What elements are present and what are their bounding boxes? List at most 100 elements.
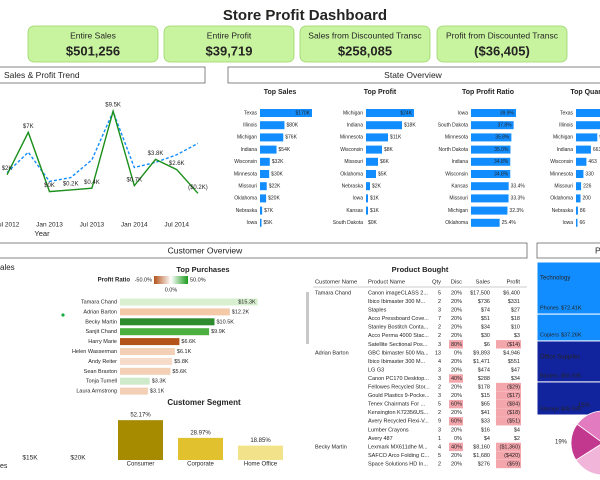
table-cell: $9,893: [473, 350, 490, 356]
category-label: Sean Braxton: [84, 369, 117, 375]
treemap-cell: [536, 381, 600, 416]
table-cell: $3: [514, 333, 520, 339]
data-label: $10.5K: [217, 319, 235, 325]
table-cell: $8,160: [473, 444, 490, 450]
table-cell: ($29): [507, 385, 520, 391]
category-label: Michigan: [448, 208, 468, 214]
chart-title: Customer Segment: [167, 398, 241, 407]
section-box: [0, 66, 206, 84]
category-label: Wisconsin: [234, 159, 257, 165]
category-label: Tamara Chand: [81, 299, 117, 305]
table-cell: 5: [438, 290, 441, 296]
data-label: 19%: [555, 439, 568, 445]
data-label: 663: [593, 147, 600, 153]
category-label: North Dakota: [439, 147, 469, 153]
kpi-label: Profit from Discounted Transc: [446, 30, 559, 40]
bar: [576, 194, 581, 203]
table-cell: Ibico Ibimaster 300 M...: [368, 359, 426, 365]
bar: [120, 298, 258, 306]
data-label: 330: [585, 171, 594, 177]
data-label: $0K: [368, 220, 378, 226]
category-label: Adrian Barton: [83, 309, 117, 315]
table-cell: $1,471: [473, 359, 490, 365]
table-cell: $276: [478, 461, 490, 467]
cell-highlight: [496, 399, 521, 409]
bar: [366, 170, 376, 178]
treemap-value: $37.26K: [561, 332, 582, 338]
category-label: Indiana: [241, 147, 258, 153]
table-header: Qty: [432, 280, 441, 286]
scrollbar[interactable]: [306, 292, 309, 344]
x-tick-label: Jul 2014: [164, 222, 189, 229]
category-label: Texas: [244, 110, 258, 116]
data-label: $32K: [272, 159, 284, 165]
table-cell: $4,946: [503, 350, 520, 356]
data-label: 86: [580, 208, 586, 214]
data-label: $3.1K: [150, 389, 165, 395]
table-cell: GBC Ibimaster 500 Ma...: [368, 350, 429, 356]
table-cell: 7: [438, 316, 441, 322]
table-header: Product Name: [368, 280, 405, 286]
data-label: $30K: [271, 171, 283, 177]
kpi-label: Sales from Discounted Transc: [308, 30, 422, 40]
category-label: Indiana: [347, 123, 364, 129]
kpi-card: [163, 25, 295, 63]
table-cell: $736: [478, 299, 490, 305]
table-cell: 4: [438, 444, 441, 450]
table-cell: 20%: [451, 290, 462, 296]
data-label: $12.2K: [232, 309, 250, 315]
bar: [576, 157, 587, 166]
treemap-label: Copiers: [540, 332, 559, 338]
treemap-label: Phones: [540, 306, 559, 312]
bar: [366, 157, 378, 166]
table-cell: 20%: [451, 410, 462, 416]
table-cell: 20%: [451, 316, 462, 322]
data-label: $2.6K: [169, 161, 185, 167]
category-label: Illinois: [559, 123, 573, 129]
data-label: $5K: [264, 220, 274, 226]
category-label: Missouri: [449, 196, 468, 202]
category-label: Michigan: [343, 110, 363, 116]
table-cell: 2: [438, 461, 441, 467]
table-cell: 2: [438, 299, 441, 305]
data-label: $22K: [269, 184, 281, 190]
table-cell: $34: [481, 325, 490, 331]
data-label: 35.0%: [494, 147, 509, 153]
category-label: Harry Marie: [88, 339, 117, 345]
legend-label: 0.0%: [165, 287, 178, 293]
bar: [471, 157, 511, 166]
table-cell: $4: [484, 436, 490, 442]
bar: [120, 387, 148, 395]
table-cell: ($420): [504, 453, 520, 459]
table-cell: Stanley Bostitch Conta...: [368, 325, 429, 331]
data-label: $6.1K: [177, 349, 192, 355]
section-title: Sales & Profit Trend: [4, 70, 80, 80]
x-tick-label: $15K: [22, 455, 38, 462]
table-cell: 20%: [451, 325, 462, 331]
table-cell: 80%: [451, 342, 462, 348]
bar: [471, 170, 511, 178]
data-label: $7K: [23, 124, 34, 130]
table-cell: $178: [478, 385, 490, 391]
data-label: 32.3%: [509, 208, 524, 214]
data-label: $3.8K: [148, 151, 164, 157]
treemap-cell: [536, 340, 600, 383]
table-cell: $51: [481, 316, 490, 322]
table-cell: ($84): [507, 402, 520, 408]
legend-label: 50.0%: [190, 277, 206, 283]
table-cell: 4: [438, 359, 441, 365]
x-tick-label: Jul 2012: [0, 222, 20, 229]
table-cell: $288: [478, 376, 490, 382]
table-cell: $6: [484, 342, 490, 348]
data-label: $2K: [372, 184, 382, 190]
bar: [471, 145, 511, 154]
cell-highlight: [496, 417, 521, 426]
category-label: Kansas: [451, 184, 468, 190]
data-label: $80K: [286, 123, 298, 129]
bar: [120, 328, 210, 336]
table-cell: $30: [481, 333, 490, 339]
table-cell: Canon PC170 Desktop...: [368, 376, 429, 382]
data-label: 463: [588, 159, 597, 165]
cell-highlight: [449, 442, 463, 452]
